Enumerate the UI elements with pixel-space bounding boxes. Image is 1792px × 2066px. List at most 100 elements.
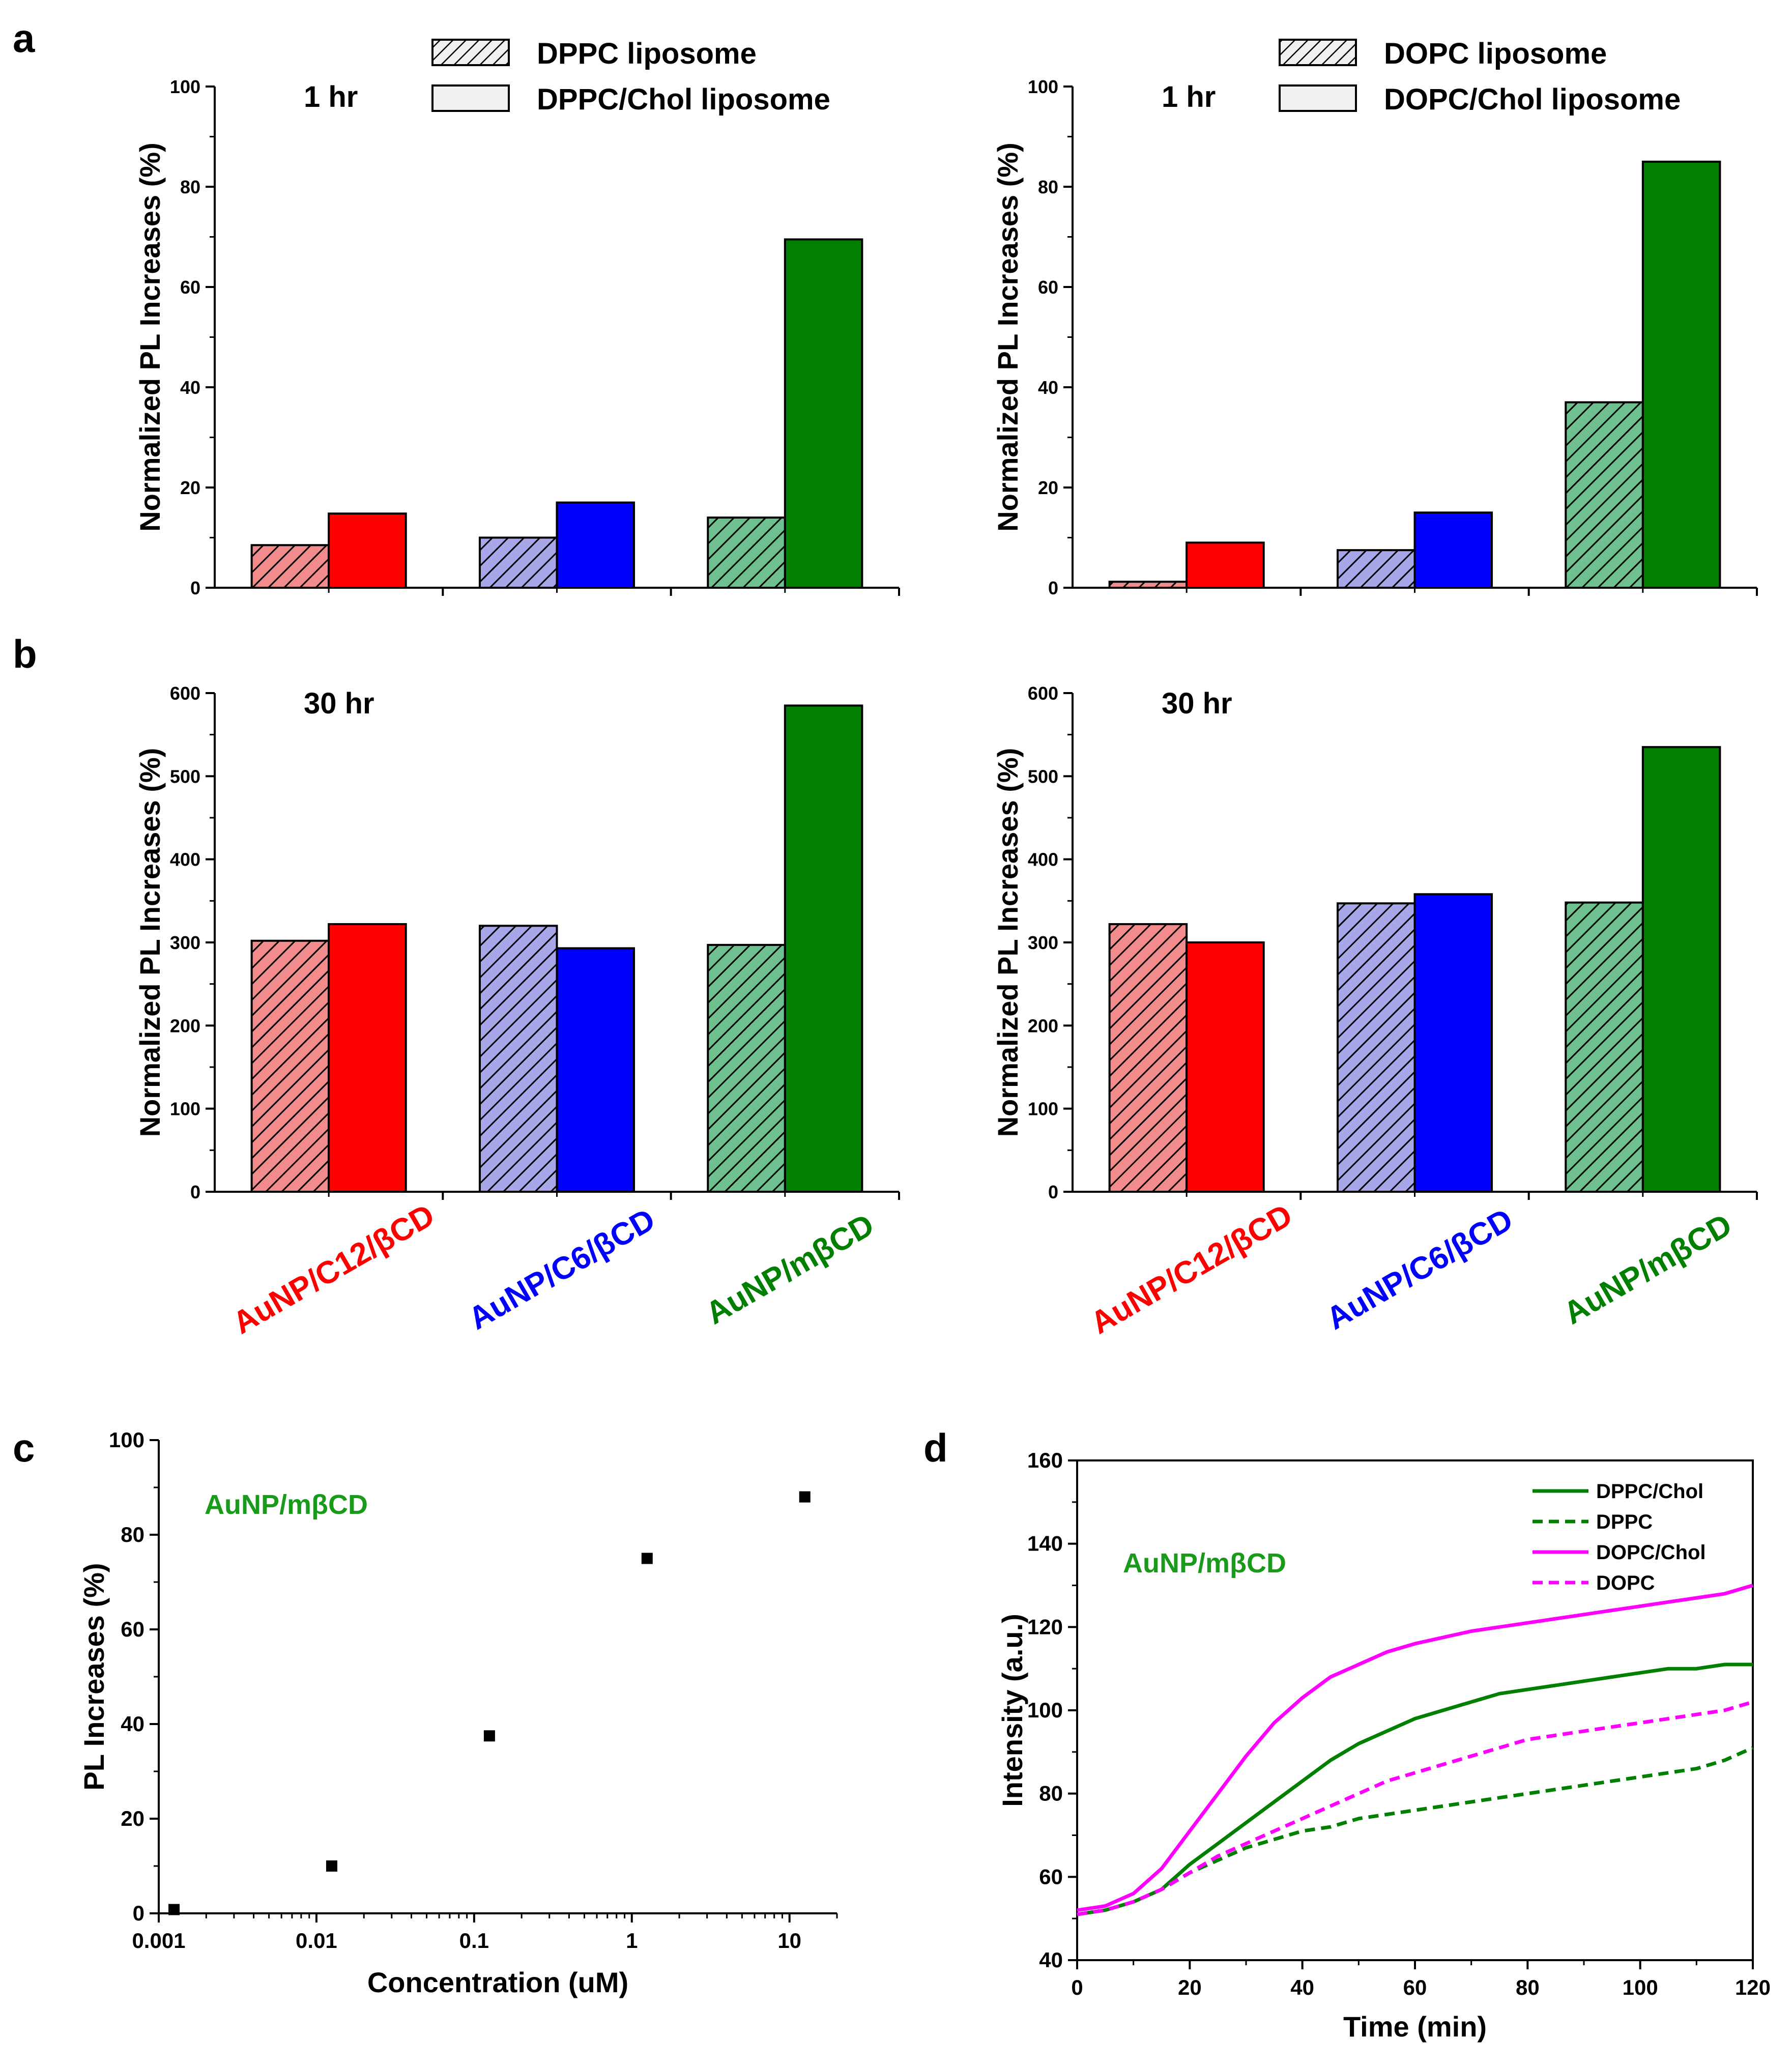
legend-label: DPPC xyxy=(1596,1511,1653,1533)
chart-title: 30 hr xyxy=(304,687,374,720)
y-tick-label: 100 xyxy=(1028,1099,1058,1120)
bar-solid xyxy=(1186,941,1265,1193)
category-label: AuNP/C6/βCD xyxy=(1321,1202,1519,1337)
bar-hatched xyxy=(1336,902,1416,1193)
y-tick-label: 160 xyxy=(1027,1448,1063,1472)
x-tick-label: 0.1 xyxy=(459,1929,489,1953)
y-tick-label: 100 xyxy=(170,1099,200,1120)
bar-solid xyxy=(1186,541,1265,589)
y-tick-label: 0 xyxy=(190,1182,200,1202)
legend-swatch-dppc-chol xyxy=(431,84,510,112)
y-tick-label: 100 xyxy=(170,76,200,97)
x-tick-label: 0.001 xyxy=(132,1929,185,1953)
category-label: AuNP/C12/βCD xyxy=(227,1197,440,1341)
y-tick-label: 20 xyxy=(180,477,200,498)
x-tick-label: 40 xyxy=(1290,1975,1314,1999)
y-axis-label: Normalized PL Increases (%) xyxy=(992,142,1024,532)
x-tick-label: 1 xyxy=(626,1929,638,1953)
bar-hatched xyxy=(478,925,558,1193)
y-tick-label: 600 xyxy=(170,683,200,704)
data-point xyxy=(483,1730,495,1742)
legend-label: DPPC/Chol xyxy=(1596,1480,1703,1503)
y-axis-label: Normalized PL Increases (%) xyxy=(134,142,166,532)
data-point xyxy=(168,1904,180,1915)
y-tick-label: 80 xyxy=(121,1523,144,1546)
chart-title: 1 hr xyxy=(1162,80,1216,113)
legend-swatch-dopc-chol xyxy=(1279,84,1357,112)
chart-title: 30 hr xyxy=(1162,687,1232,720)
x-tick-label: 20 xyxy=(1178,1975,1202,1999)
bar-hatched xyxy=(1108,923,1188,1193)
bar-hatched xyxy=(250,939,330,1193)
y-tick-label: 100 xyxy=(109,1428,144,1452)
chart-c: 0 20 40 60 80 100 0.001 0.01 0.1 1 10 AuNP/mβCD Conc… xyxy=(78,1428,838,1998)
category-label: AuNP/mβCD xyxy=(700,1207,880,1331)
y-tick-label: 400 xyxy=(170,849,200,870)
chart-b-left: 0 100 200 300 400 500 600 AuNP/C12/βCD AuNP/C6/β… xyxy=(134,683,900,1341)
panel-letter-b: b xyxy=(13,632,37,676)
bar-hatched xyxy=(1565,401,1644,589)
bar-solid xyxy=(556,501,635,589)
bar-solid xyxy=(556,947,635,1193)
y-tick-label: 200 xyxy=(1028,1015,1058,1036)
y-tick-label: 100 xyxy=(1028,76,1058,97)
panel-letter-a: a xyxy=(13,16,35,61)
panel-letter-c: c xyxy=(13,1425,35,1470)
y-tick-label: 0 xyxy=(133,1901,144,1925)
x-tick-label: 80 xyxy=(1516,1975,1540,1999)
bar-solid xyxy=(1413,893,1493,1193)
series-line xyxy=(1077,1662,1753,1916)
legend-label-dopc-chol: DOPC/Chol liposome xyxy=(1384,83,1681,116)
y-tick-label: 200 xyxy=(170,1015,200,1036)
y-tick-label: 80 xyxy=(1039,1782,1063,1805)
chart-a-left: 0 20 40 60 80 100 1 hr Normalized PL Increases … xyxy=(134,76,900,598)
bar-hatched xyxy=(478,536,558,589)
bar-hatched xyxy=(1336,549,1416,589)
y-tick-label: 500 xyxy=(170,766,200,787)
chart-title: 1 hr xyxy=(304,80,358,113)
bar-solid xyxy=(328,923,407,1193)
bar-solid xyxy=(784,238,863,589)
chart-a-right: 0 20 40 60 80 100 1 hr Normalized PL Increases … xyxy=(992,76,1758,598)
x-tick-label: 60 xyxy=(1403,1975,1427,1999)
y-axis-label: PL Increases (%) xyxy=(78,1563,110,1790)
y-tick-label: 300 xyxy=(170,932,200,953)
y-axis-label: Normalized PL Increases (%) xyxy=(992,748,1024,1137)
y-tick-label: 60 xyxy=(180,277,200,298)
legend-dopc: DOPC liposome DOPC/Chol liposome xyxy=(1279,37,1681,116)
x-tick-label: 0.01 xyxy=(296,1929,337,1953)
y-tick-label: 60 xyxy=(1038,277,1058,298)
bar-solid xyxy=(1413,511,1493,589)
y-tick-label: 60 xyxy=(121,1617,144,1641)
bar-hatched xyxy=(250,544,330,589)
bar-solid xyxy=(1641,160,1721,589)
series-line xyxy=(1077,1700,1753,1916)
y-tick-label: 40 xyxy=(121,1712,144,1736)
y-tick-label: 20 xyxy=(1038,477,1058,498)
y-tick-label: 300 xyxy=(1028,932,1058,953)
legend-swatch-dopc xyxy=(1279,39,1357,66)
y-tick-label: 0 xyxy=(190,578,200,598)
data-point xyxy=(799,1491,811,1503)
y-tick-label: 20 xyxy=(121,1806,144,1830)
plot-frame xyxy=(1076,1459,1754,1961)
x-axis-label: Concentration (uM) xyxy=(367,1966,628,1998)
x-tick-label: 100 xyxy=(1623,1975,1658,1999)
chart-title: AuNP/mβCD xyxy=(205,1489,368,1520)
y-tick-label: 40 xyxy=(1039,1948,1063,1972)
bar-solid xyxy=(1641,746,1721,1193)
y-axis-label: Normalized PL Increases (%) xyxy=(134,748,166,1137)
legend-label-dppc-chol: DPPC/Chol liposome xyxy=(537,83,830,116)
legend-label: DOPC/Chol xyxy=(1596,1541,1706,1564)
y-tick-label: 100 xyxy=(1027,1698,1063,1722)
category-label: AuNP/C6/βCD xyxy=(463,1202,661,1337)
y-axis-label: Intensity (a.u.) xyxy=(996,1614,1028,1807)
y-tick-label: 600 xyxy=(1028,683,1058,704)
bar-hatched xyxy=(1565,901,1644,1193)
bar-hatched xyxy=(707,943,786,1193)
y-tick-label: 120 xyxy=(1027,1615,1063,1639)
y-tick-label: 80 xyxy=(180,177,200,197)
legend-dppc: DPPC liposome DPPC/Chol liposome xyxy=(431,37,830,116)
y-tick-label: 0 xyxy=(1048,1182,1058,1202)
